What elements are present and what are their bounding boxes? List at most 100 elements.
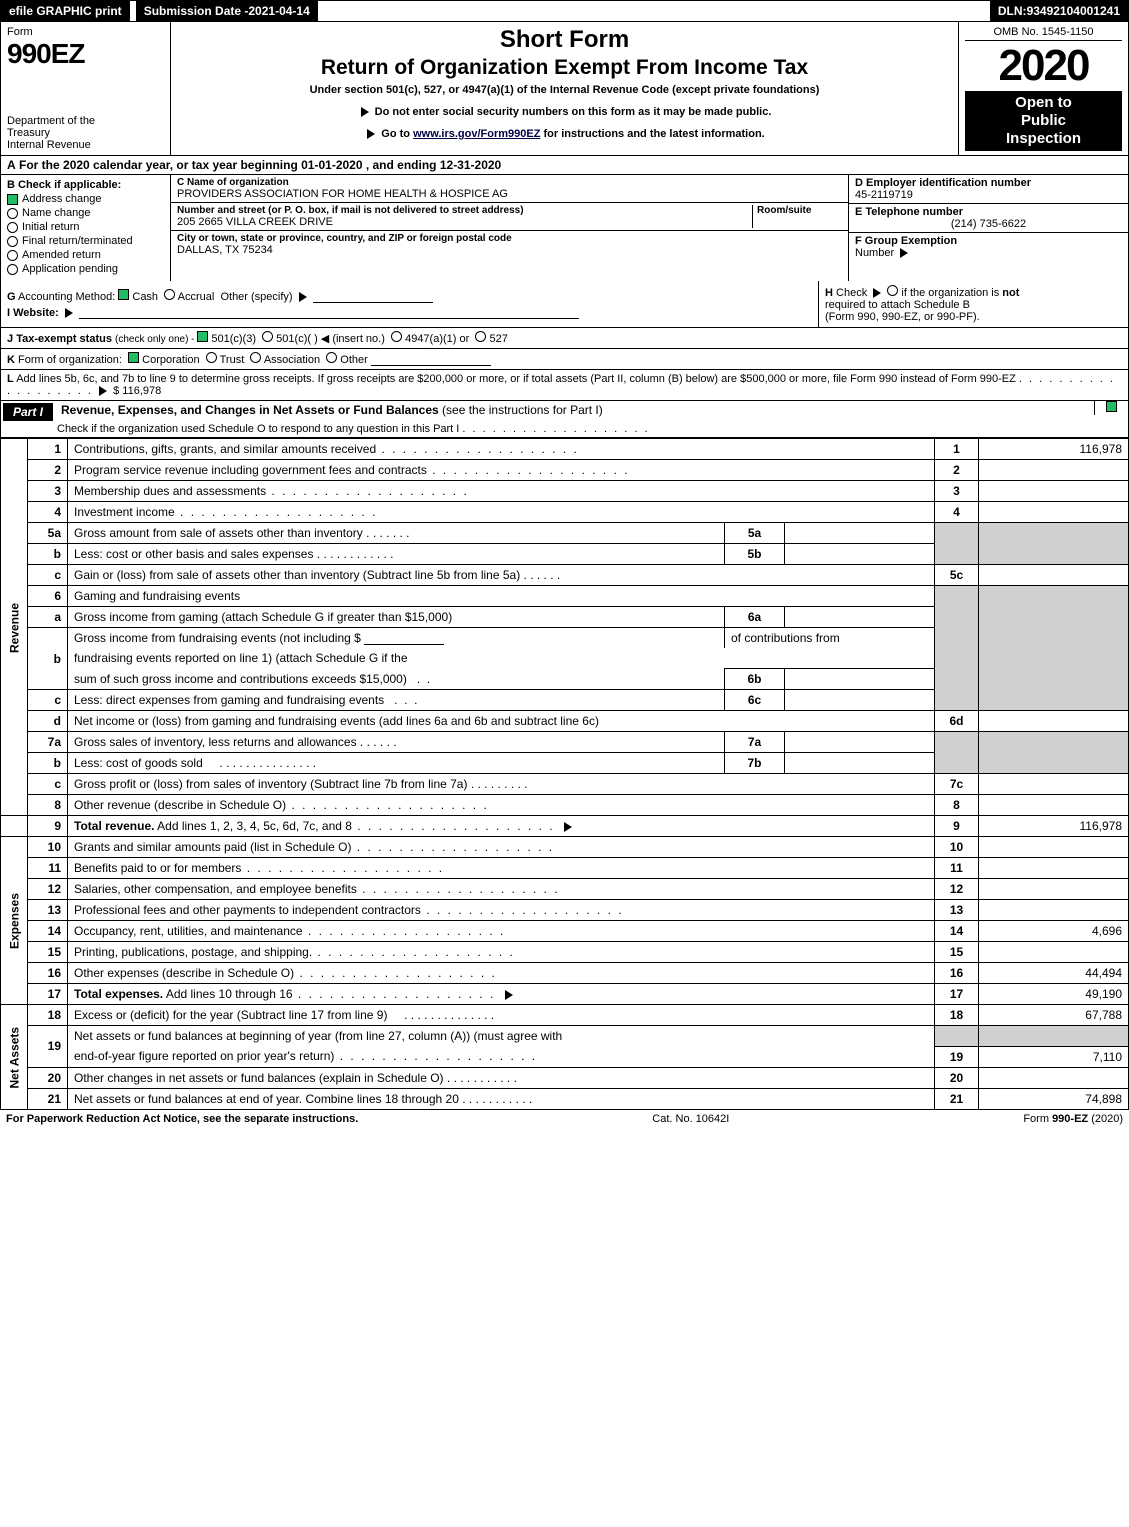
line-desc: Less: cost of goods sold . . . . . . . .… — [68, 753, 725, 774]
dots — [286, 798, 489, 812]
dln-badge: DLN: 93492104001241 — [990, 1, 1128, 21]
section-j-letter: J — [7, 333, 13, 345]
line-desc: Total expenses. Add lines 10 through 16 — [68, 984, 935, 1005]
line-10: Expenses 10 Grants and similar amounts p… — [1, 837, 1129, 858]
footer-right-bold: 990-EZ — [1052, 1113, 1088, 1125]
footer-mid: Cat. No. 10642I — [652, 1113, 729, 1125]
dots — [266, 484, 469, 498]
desc-text: Less: cost of goods sold — [74, 756, 203, 770]
accrual-checkbox[interactable] — [164, 289, 175, 300]
website-label: Website: — [13, 307, 59, 319]
line-num: 20 — [935, 1067, 979, 1088]
desc-text: Less: cost or other basis and sales expe… — [74, 547, 313, 561]
checkbox-initial-return[interactable]: Initial return — [7, 221, 164, 233]
line-desc: Net assets or fund balances at beginning… — [68, 1026, 935, 1047]
top-bar: efile GRAPHIC print Submission Date - 20… — [0, 0, 1129, 22]
efile-print-button[interactable]: efile GRAPHIC print — [1, 1, 130, 21]
cash-checkbox[interactable] — [118, 289, 129, 300]
desc-text: Other revenue (describe in Schedule O) — [74, 798, 286, 812]
line-num: 9 — [935, 816, 979, 837]
desc-text: Grants and similar amounts paid (list in… — [74, 840, 351, 854]
arrow-icon — [873, 288, 881, 298]
schedule-b-checkbox[interactable] — [887, 285, 898, 296]
address-value: 205 2665 VILLA CREEK DRIVE — [177, 216, 752, 228]
line-no: 10 — [28, 837, 68, 858]
line-no: 4 — [28, 502, 68, 523]
checkbox-address-change[interactable]: Address change — [7, 193, 164, 205]
irs-link[interactable]: www.irs.gov/Form990EZ — [413, 128, 540, 140]
association-label: Association — [264, 354, 320, 366]
city-value: DALLAS, TX 75234 — [177, 244, 842, 256]
line-12: 12 Salaries, other compensation, and emp… — [1, 879, 1129, 900]
desc-text: end-of-year figure reported on prior yea… — [74, 1049, 334, 1063]
h-text2: if the organization is — [901, 287, 1002, 299]
line-val — [979, 711, 1129, 732]
trust-checkbox[interactable] — [206, 352, 217, 363]
line-no: 19 — [28, 1026, 68, 1068]
501c3-label: 501(c)(3) — [211, 333, 256, 345]
line-desc-mid: of contributions from — [725, 628, 935, 649]
submission-date-label: Submission Date - — [144, 4, 249, 18]
tax-exempt-note: (check only one) - — [115, 334, 197, 345]
line-val — [979, 1067, 1129, 1088]
line-desc: Gross income from gaming (attach Schedul… — [68, 607, 725, 628]
501c-checkbox[interactable] — [262, 331, 273, 342]
corporation-checkbox[interactable] — [128, 352, 139, 363]
line-9: 9 Total revenue. Add lines 1, 2, 3, 4, 5… — [1, 816, 1129, 837]
checkbox-final-return[interactable]: Final return/terminated — [7, 235, 164, 247]
line-desc: Occupancy, rent, utilities, and maintena… — [68, 921, 935, 942]
return-title: Return of Organization Exempt From Incom… — [177, 56, 952, 80]
part1-title-text: Revenue, Expenses, and Changes in Net As… — [61, 403, 439, 417]
room-suite-label: Room/suite — [757, 205, 842, 216]
line-desc: Net income or (loss) from gaming and fun… — [68, 711, 935, 732]
header-left: Form 990EZ Department of the Treasury In… — [1, 22, 171, 155]
sub-line-no: 5a — [725, 523, 785, 544]
page-footer: For Paperwork Reduction Act Notice, see … — [0, 1110, 1129, 1128]
checkbox-icon — [7, 208, 18, 219]
no-ssn-warning: Do not enter social security numbers on … — [177, 106, 952, 118]
line-desc: Investment income — [68, 502, 935, 523]
amount-label: $ — [113, 385, 122, 397]
other-org-checkbox[interactable] — [326, 352, 337, 363]
desc-pre: Gross income from fundraising events (no… — [74, 631, 361, 645]
group-exemption-label: Group Exemption — [865, 235, 957, 247]
arrow-icon — [65, 308, 73, 318]
shaded-cell — [979, 1026, 1129, 1047]
line-num: 17 — [935, 984, 979, 1005]
desc-text: Gross profit or (loss) from sales of inv… — [74, 777, 467, 791]
line-no: 14 — [28, 921, 68, 942]
dln-value: 93492104001241 — [1027, 4, 1120, 18]
h-text3: required to attach Schedule B — [825, 299, 970, 311]
city-label: City or town, state or province, country… — [177, 233, 842, 244]
line-no: 13 — [28, 900, 68, 921]
shaded-cell — [979, 523, 1129, 565]
sub-line-no: 7b — [725, 753, 785, 774]
checkbox-icon — [7, 264, 18, 275]
desc-text: Contributions, gifts, grants, and simila… — [74, 442, 376, 456]
501c3-checkbox[interactable] — [197, 331, 208, 342]
checkbox-amended-return[interactable]: Amended return — [7, 249, 164, 261]
org-name-cell: C Name of organization PROVIDERS ASSOCIA… — [171, 175, 848, 203]
checkbox-icon — [7, 222, 18, 233]
desc-text: Gross sales of inventory, less returns a… — [74, 735, 357, 749]
527-checkbox[interactable] — [475, 331, 486, 342]
ein-cell: D Employer identification number 45-2119… — [849, 175, 1128, 204]
open-line3: Inspection — [965, 130, 1122, 148]
line-num: 2 — [935, 460, 979, 481]
submission-date-value: 2021-04-14 — [248, 4, 309, 18]
checkbox-name-change[interactable]: Name change — [7, 207, 164, 219]
section-c-letter: C — [177, 177, 184, 188]
line-no: b — [28, 628, 68, 690]
checkbox-label: Amended return — [22, 249, 101, 261]
4947-checkbox[interactable] — [391, 331, 402, 342]
section-a-letter: A — [7, 158, 16, 172]
checkbox-application-pending[interactable]: Application pending — [7, 263, 164, 275]
line-4: 4 Investment income 4 — [1, 502, 1129, 523]
line-desc: Salaries, other compensation, and employ… — [68, 879, 935, 900]
sub-line-no: 6b — [725, 669, 785, 690]
association-checkbox[interactable] — [250, 352, 261, 363]
line-21: 21 Net assets or fund balances at end of… — [1, 1088, 1129, 1109]
schedule-o-checkbox[interactable] — [1106, 401, 1117, 412]
line-val — [979, 481, 1129, 502]
line-num: 12 — [935, 879, 979, 900]
